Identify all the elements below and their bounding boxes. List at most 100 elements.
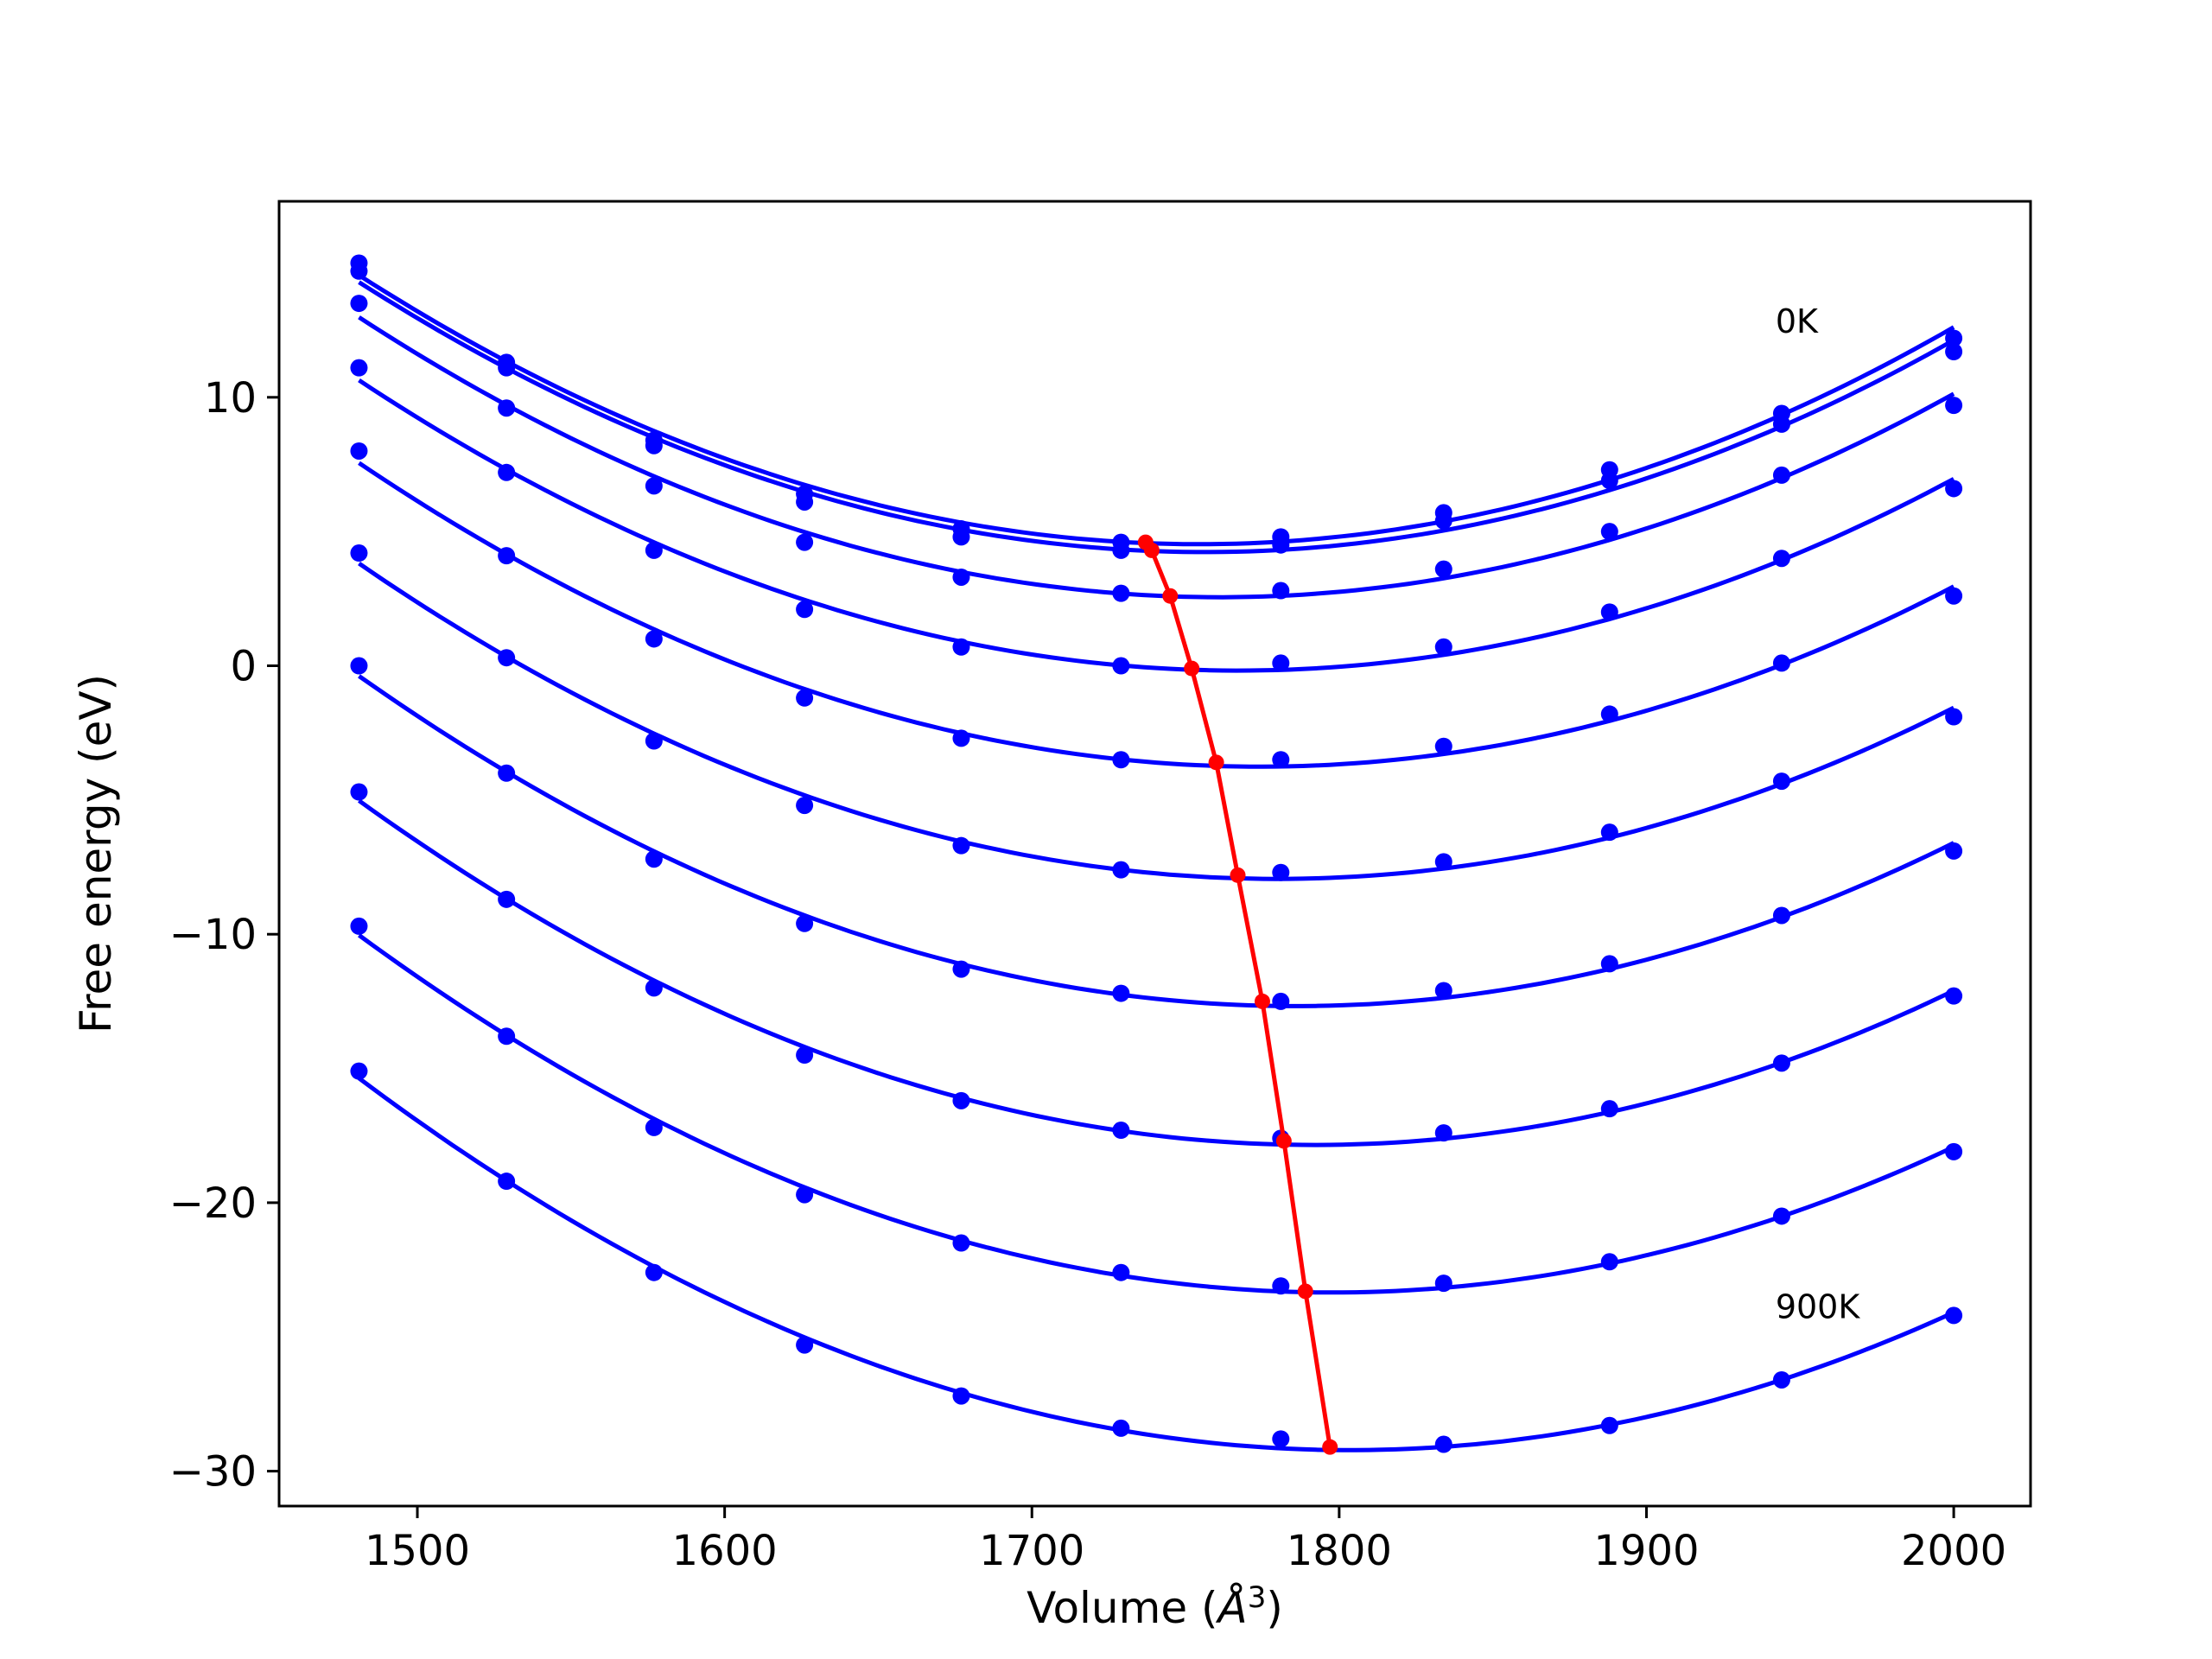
data-point: [952, 568, 970, 586]
data-point: [1434, 512, 1452, 530]
data-point: [1600, 1100, 1618, 1118]
data-point: [1945, 397, 1963, 415]
minima-line: [1143, 541, 1332, 1447]
y-tick-label: −10: [169, 911, 257, 959]
data-point: [1434, 560, 1452, 578]
data-point: [1945, 587, 1963, 605]
data-point: [645, 436, 663, 454]
data-point: [952, 729, 970, 747]
data-point: [350, 917, 368, 935]
minimum-point: [1208, 754, 1224, 771]
axes-frame: [277, 200, 2032, 1508]
x-tick-label: 2000: [1901, 1527, 2006, 1575]
data-point: [1945, 1306, 1963, 1325]
data-point: [498, 463, 516, 481]
data-point: [1600, 1416, 1618, 1434]
data-point: [1600, 523, 1618, 541]
data-point: [1600, 472, 1618, 490]
data-point: [645, 732, 663, 750]
x-axis-label-close: ): [1266, 1583, 1283, 1633]
data-point: [350, 544, 368, 563]
curve-annotation: 0K: [1776, 302, 1819, 340]
data-point: [1112, 984, 1130, 1002]
data-point: [1945, 842, 1963, 860]
data-point: [1434, 1435, 1452, 1453]
series-curve-4: [358, 461, 1955, 769]
x-axis-label-superscript: 3: [1248, 1580, 1267, 1615]
x-axis-label-text: Volume (: [1027, 1583, 1217, 1633]
x-tick-label: 1600: [672, 1527, 778, 1575]
minimum-point: [1322, 1439, 1338, 1455]
data-point: [1272, 751, 1290, 769]
data-point: [350, 1062, 368, 1080]
data-point: [498, 764, 516, 782]
data-point: [952, 1234, 970, 1252]
data-point: [1272, 863, 1290, 881]
data-point: [1272, 992, 1290, 1010]
series-curve-3: [358, 378, 1955, 673]
data-point: [645, 541, 663, 559]
axis-ticks: 1500 1600 1700 1800 1900 2000 −30 −20 −10 0 10: [169, 374, 2006, 1575]
data-point: [645, 1263, 663, 1281]
data-point: [796, 533, 814, 551]
minimum-point: [1143, 542, 1160, 558]
data-point: [1945, 1142, 1963, 1160]
data-point: [1112, 751, 1130, 769]
data-point: [1600, 955, 1618, 973]
data-point: [645, 979, 663, 997]
series-curve-2: [358, 315, 1955, 600]
data-point: [952, 960, 970, 978]
data-point: [1945, 987, 1963, 1005]
data-point: [350, 359, 368, 377]
data-point: [796, 797, 814, 815]
data-point: [796, 493, 814, 511]
data-point: [1600, 823, 1618, 842]
y-tick-label: 0: [230, 643, 257, 691]
plot-area: 0K 900K: [350, 254, 1963, 1455]
y-tick-label: −20: [169, 1179, 257, 1228]
data-point: [1112, 861, 1130, 879]
data-point: [796, 689, 814, 707]
data-point: [1772, 906, 1790, 925]
data-point: [350, 295, 368, 313]
data-point: [1772, 772, 1790, 791]
minimum-point: [1275, 1133, 1292, 1149]
data-point: [498, 359, 516, 377]
data-point: [1772, 1207, 1790, 1225]
data-point: [1112, 1122, 1130, 1140]
data-point: [796, 1046, 814, 1065]
x-axis-label-unit: Å: [1216, 1583, 1248, 1633]
y-tick-label: −30: [169, 1448, 257, 1497]
data-point: [1772, 1054, 1790, 1072]
data-point: [1434, 853, 1452, 871]
data-point: [952, 1387, 970, 1405]
x-axis-label: Volume (Å3): [1027, 1580, 1283, 1633]
x-tick-label: 1800: [1287, 1527, 1392, 1575]
data-point: [645, 630, 663, 648]
data-point: [1112, 584, 1130, 602]
x-tick-label: 1500: [365, 1527, 470, 1575]
data-point: [1945, 708, 1963, 726]
data-point: [952, 1091, 970, 1109]
data-point: [350, 262, 368, 280]
curve-annotation: 900K: [1776, 1288, 1861, 1326]
data-point: [1272, 582, 1290, 600]
y-tick-label: 10: [204, 374, 257, 423]
data-point: [1945, 342, 1963, 360]
data-point: [1772, 550, 1790, 568]
data-point: [350, 657, 368, 675]
series-curve-7: [358, 798, 1955, 1147]
data-point: [498, 890, 516, 908]
data-point: [1112, 541, 1130, 559]
data-point: [498, 1027, 516, 1046]
data-point: [498, 1173, 516, 1191]
x-tick-label: 1700: [979, 1527, 1084, 1575]
data-point: [350, 442, 368, 460]
data-point: [1434, 1274, 1452, 1293]
data-point: [645, 477, 663, 495]
data-point: [1600, 705, 1618, 723]
data-point: [1272, 1430, 1290, 1448]
data-point: [1772, 415, 1790, 433]
